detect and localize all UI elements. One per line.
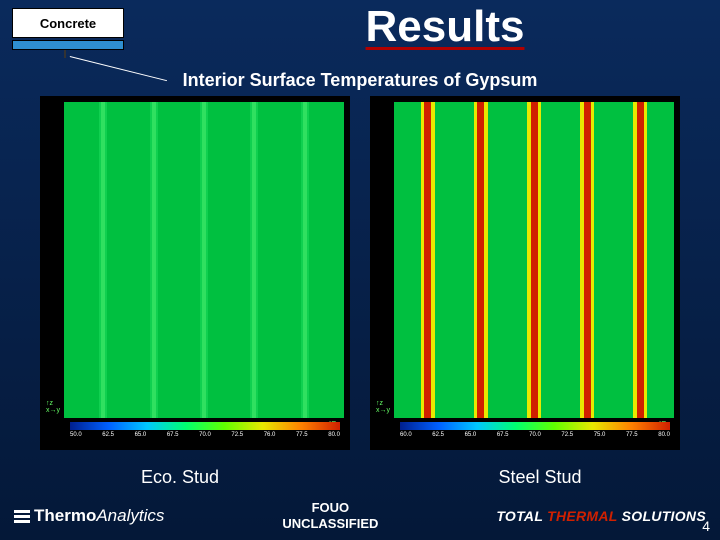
colorbar-right: 60.062.565.067.570.072.575.077.580.0 <box>400 422 670 440</box>
plot-eco: ↑zx→y °F 50.062.565.067.570.072.576.077.… <box>40 96 350 450</box>
logo-tts: TOTAL THERMAL SOLUTIONS <box>496 508 706 524</box>
footer-classification: FOUO UNCLASSIFIED <box>282 500 378 531</box>
plot-steel-area <box>394 102 674 418</box>
plot-label-steel: Steel Stud <box>360 467 720 488</box>
logo-bars-icon <box>14 510 30 523</box>
concrete-tick <box>64 50 66 58</box>
plot-eco-area <box>64 102 344 418</box>
slide-subtitle: Interior Surface Temperatures of Gypsum <box>0 70 720 91</box>
concrete-label-text: Concrete <box>40 16 96 31</box>
axis-marker-icon: ↑zx→y <box>46 400 60 414</box>
logo-right-b: THERMAL <box>547 508 617 524</box>
page-number: 4 <box>702 518 710 534</box>
plot-labels-row: Eco. Stud Steel Stud <box>0 467 720 488</box>
logo-left-light: Analytics <box>96 506 164 525</box>
concrete-label-box: Concrete <box>12 8 124 38</box>
footer-unclassified: UNCLASSIFIED <box>282 516 378 532</box>
logo-thermoanalytics: ThermoAnalytics <box>14 506 164 526</box>
axis-marker-icon: ↑zx→y <box>376 400 390 414</box>
slide-title: Results <box>230 2 660 52</box>
slide: Concrete Results Interior Surface Temper… <box>0 0 720 540</box>
footer: ThermoAnalytics FOUO UNCLASSIFIED TOTAL … <box>0 492 720 540</box>
colorbar-ticks-left: 50.062.565.067.570.072.576.077.580.0 <box>70 432 340 438</box>
logo-left-bold: Thermo <box>34 506 96 525</box>
colorbar-gradient-left <box>70 422 340 430</box>
colorbar-left: 50.062.565.067.570.072.576.077.580.0 <box>70 422 340 440</box>
logo-right-a: TOTAL <box>496 508 547 524</box>
plot-label-eco: Eco. Stud <box>0 467 360 488</box>
concrete-strip <box>12 40 124 50</box>
plot-steel: ↑zx→y °F 60.062.565.067.570.072.575.077.… <box>370 96 680 450</box>
logo-right-c: SOLUTIONS <box>617 508 706 524</box>
colorbar-gradient-right <box>400 422 670 430</box>
colorbar-ticks-right: 60.062.565.067.570.072.575.077.580.0 <box>400 432 670 438</box>
footer-fouo: FOUO <box>282 500 378 516</box>
plots-row: ↑zx→y °F 50.062.565.067.570.072.576.077.… <box>40 96 680 450</box>
